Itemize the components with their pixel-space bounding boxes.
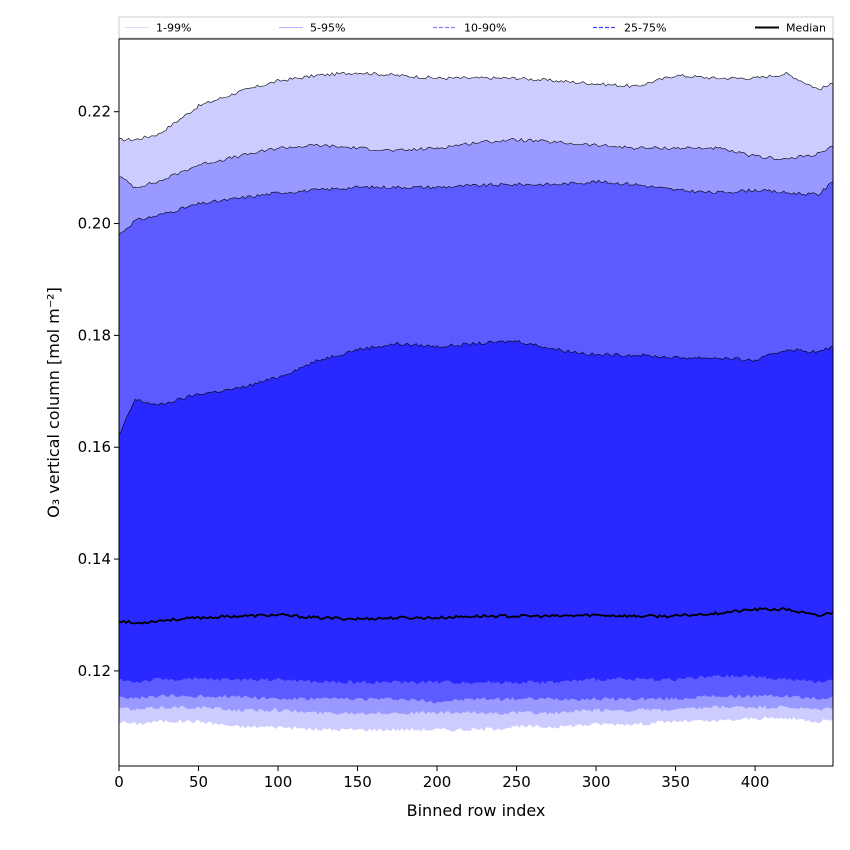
x-tick-label: 300	[582, 773, 611, 791]
band-10-90-upper-line	[118, 179, 834, 236]
band-25-75-area	[119, 340, 833, 685]
y-tick-label: 0.12	[78, 662, 111, 680]
x-tick-label: 100	[264, 773, 293, 791]
median-line	[118, 607, 834, 625]
x-tick-label: 0	[114, 773, 124, 791]
band-5-95-upper-line	[118, 137, 834, 188]
percentile-bands	[119, 72, 833, 732]
legend-label: 25-75%	[624, 22, 666, 35]
x-tick-label: 400	[741, 773, 770, 791]
x-axis-title: Binned row index	[407, 801, 546, 820]
band-1-99-upper-line	[118, 71, 834, 142]
x-tick-label: 350	[661, 773, 690, 791]
x-axis: 0 50 100 150 200 250 300 350 400	[114, 766, 769, 791]
y-tick-label: 0.14	[78, 550, 111, 568]
y-tick-label: 0.20	[78, 215, 111, 233]
legend-box	[118, 16, 834, 39]
band-outlines	[118, 71, 834, 436]
legend-label: 1-99%	[156, 22, 191, 35]
band-25-75-upper-line	[118, 340, 834, 436]
y-tick-label: 0.16	[78, 438, 111, 456]
x-tick-label: 200	[423, 773, 452, 791]
y-tick-label: 0.22	[78, 103, 111, 121]
y-tick-label: 0.18	[78, 326, 111, 344]
x-tick-label: 150	[343, 773, 372, 791]
x-tick-label: 50	[189, 773, 208, 791]
plot-frame	[118, 38, 834, 767]
x-tick-label: 250	[502, 773, 531, 791]
legend: 1-99% 5-95% 10-90% 25-75% Median	[118, 16, 834, 39]
legend-label: 10-90%	[464, 22, 506, 35]
y-axis-title: O₃ vertical column [mol m⁻²]	[44, 287, 63, 518]
legend-label: 5-95%	[310, 22, 345, 35]
y-axis: 0.12 0.14 0.16 0.18 0.20 0.22	[78, 103, 119, 680]
legend-label: Median	[786, 22, 826, 35]
median-line-group	[118, 607, 834, 625]
